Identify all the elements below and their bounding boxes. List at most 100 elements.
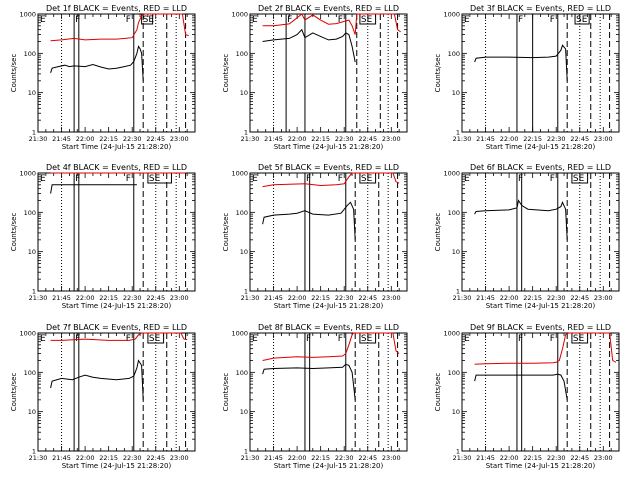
y-tick-label: 100	[24, 209, 36, 217]
series-group	[474, 44, 568, 81]
x-tick-label: 22:15	[523, 135, 542, 143]
panel-title: Det 7f BLACK = Events, RED = LLD	[46, 323, 187, 332]
plot-frame	[37, 13, 196, 133]
event-mark-f: F	[126, 174, 131, 184]
x-tick-label: 23:00	[382, 294, 401, 302]
x-tick-label: 21:30	[453, 294, 472, 302]
event-mark-f: F	[550, 15, 555, 25]
events-series-line	[50, 45, 144, 81]
y-tick-label: 1000	[231, 11, 248, 19]
x-tick-label: 22:30	[335, 294, 354, 302]
events-series-line	[474, 373, 568, 400]
x-tick-label: 22:30	[335, 135, 354, 143]
plot-frame	[249, 172, 408, 292]
x-axis-label: Start Time (24-Jul-15 21:28:20)	[274, 143, 384, 151]
plot-frame	[461, 332, 620, 452]
x-tick-label: 23:00	[170, 294, 189, 302]
y-tick-label: 100	[236, 369, 248, 377]
y-tick-label: 1000	[231, 170, 248, 178]
x-tick-label: 22:00	[288, 294, 307, 302]
event-mark-se: SE	[576, 15, 588, 25]
series-group	[50, 172, 186, 194]
y-axis-label: Counts/sec	[10, 373, 18, 412]
event-mark-se: SE	[149, 334, 161, 344]
x-tick-label: 22:00	[76, 454, 95, 462]
x-tick-label: 23:00	[170, 135, 189, 143]
event-mark-e: E	[40, 15, 46, 25]
x-tick-label: 22:45	[146, 135, 165, 143]
event-mark-f: F	[518, 174, 523, 184]
panel-title: Det 4f BLACK = Events, RED = LLD	[46, 163, 187, 172]
x-tick-label: 21:30	[29, 294, 48, 302]
x-tick-label: 21:45	[52, 454, 71, 462]
plot-frame	[461, 172, 620, 292]
plot-frame	[249, 13, 408, 133]
x-tick-label: 22:00	[500, 135, 519, 143]
x-tick-label: 21:30	[453, 454, 472, 462]
x-tick-label: 22:00	[500, 454, 519, 462]
x-tick-label: 22:15	[311, 135, 330, 143]
y-axis-label: Counts/sec	[222, 373, 230, 412]
x-axis-label: Start Time (24-Jul-15 21:28:20)	[62, 462, 172, 470]
event-mark-f: F	[550, 334, 555, 344]
y-tick-label: 1	[244, 129, 248, 137]
events-series-line	[50, 184, 137, 194]
y-tick-label: 100	[236, 209, 248, 217]
y-tick-label: 1000	[231, 330, 248, 338]
event-mark-f: F	[338, 174, 343, 184]
x-tick-label: 22:45	[146, 294, 165, 302]
y-axis-label: Counts/sec	[10, 213, 18, 252]
x-tick-label: 21:45	[264, 294, 283, 302]
x-tick-label: 21:30	[241, 135, 260, 143]
panel-title: Det 8f BLACK = Events, RED = LLD	[258, 323, 399, 332]
event-mark-f: F	[338, 15, 343, 25]
x-tick-label: 23:00	[382, 135, 401, 143]
x-tick-label: 22:15	[311, 294, 330, 302]
x-tick-label: 22:45	[570, 294, 589, 302]
event-mark-f: F	[518, 15, 523, 25]
y-tick-label: 100	[448, 369, 460, 377]
x-tick-label: 23:00	[170, 454, 189, 462]
x-tick-label: 22:00	[288, 135, 307, 143]
event-mark-e: E	[464, 15, 470, 25]
series-group	[50, 332, 188, 400]
y-tick-label: 1	[456, 129, 460, 137]
x-tick-label: 22:00	[288, 454, 307, 462]
y-tick-label: 10	[452, 248, 460, 256]
y-tick-label: 1	[456, 448, 460, 456]
series-group	[474, 332, 617, 400]
plot-frame	[37, 172, 196, 292]
x-tick-label: 22:30	[123, 454, 142, 462]
series-group	[50, 13, 189, 81]
y-tick-label: 1	[32, 288, 36, 296]
x-axis-label: Start Time (24-Jul-15 21:28:20)	[486, 462, 596, 470]
lld-series-line	[474, 332, 617, 365]
event-mark-f: F	[75, 334, 80, 344]
x-tick-label: 21:45	[476, 454, 495, 462]
x-tick-label: 22:45	[358, 294, 377, 302]
x-tick-label: 21:30	[241, 454, 260, 462]
y-axis-label: Counts/sec	[434, 54, 442, 93]
event-mark-se: SE	[573, 334, 585, 344]
y-tick-label: 10	[240, 248, 248, 256]
x-tick-label: 22:15	[99, 454, 118, 462]
y-axis-label: Counts/sec	[10, 54, 18, 93]
panel-title: Det 1f BLACK = Events, RED = LLD	[46, 4, 187, 13]
y-axis-label: Counts/sec	[434, 213, 442, 252]
y-tick-label: 10	[240, 89, 248, 97]
x-tick-label: 21:30	[241, 294, 260, 302]
x-tick-label: 21:30	[453, 135, 472, 143]
x-tick-label: 22:00	[76, 294, 95, 302]
y-tick-label: 10	[28, 408, 36, 416]
y-tick-label: 10	[452, 89, 460, 97]
y-tick-label: 100	[24, 50, 36, 58]
x-tick-label: 22:15	[523, 454, 542, 462]
y-tick-label: 1000	[19, 330, 36, 338]
x-tick-label: 21:45	[476, 294, 495, 302]
